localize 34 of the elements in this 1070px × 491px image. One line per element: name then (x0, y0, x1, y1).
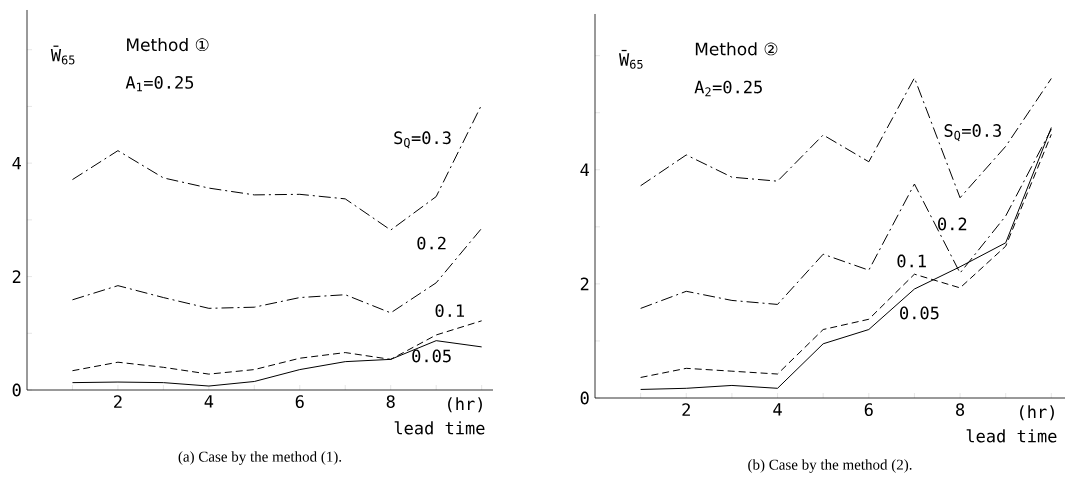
annotation: A$_{2}$=0.25 (694, 80, 762, 97)
y-tick-label: 4 (580, 163, 589, 176)
y-tick-label: 0 (12, 383, 21, 397)
annotation: Method ② (695, 42, 778, 56)
series-label: 0.05 (900, 306, 939, 320)
series-label: 0.1 (435, 304, 465, 318)
annotation: A$_{1}$=0.25 (125, 75, 194, 92)
x-axis-title: lead time (394, 421, 485, 435)
series-label: 0.1 (897, 254, 926, 268)
x-tick-label: 6 (864, 403, 873, 417)
x-tick-label: 2 (114, 395, 122, 408)
series-label: S$_{Q}$=0.3 (394, 131, 451, 149)
x-tick-label: 2 (682, 403, 690, 416)
text: (hr) (1020, 405, 1054, 421)
text: (a) Case by the method (1). (178, 451, 342, 465)
x-axis-title: lead time (966, 429, 1057, 443)
y-axis-title: W̄$_{65}$ (619, 49, 643, 69)
series-label: 0.2 (938, 217, 967, 231)
x-tick-label: 8 (386, 395, 395, 409)
x-tick-label: 6 (295, 395, 304, 409)
series-label: 0.05 (412, 349, 451, 363)
x-tick-label: 4 (204, 395, 214, 408)
annotation: Method ① (127, 37, 209, 52)
y-tick-label: 2 (12, 270, 21, 283)
y-tick-label: 4 (12, 156, 21, 170)
text: (hr) (448, 397, 482, 413)
y-axis-title: W̄$_{65}$ (50, 45, 75, 65)
x-tick-label: 4 (773, 403, 782, 416)
series-label: S$_{Q}$=0.3 (944, 124, 1001, 142)
text: (b) Case by the method (2). (748, 459, 912, 473)
x-tick-label: 8 (956, 403, 965, 417)
y-tick-label: 2 (580, 277, 589, 291)
y-tick-label: 0 (580, 391, 589, 405)
series-label: 0.2 (417, 236, 446, 250)
